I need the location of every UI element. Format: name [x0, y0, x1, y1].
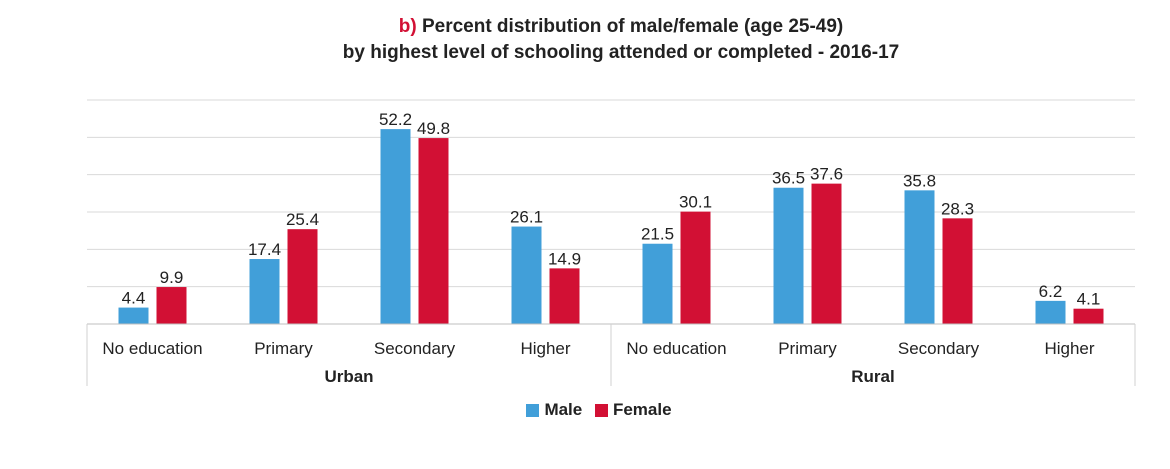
legend-item-male: Male	[526, 400, 582, 420]
bar-female	[418, 138, 449, 324]
bar-male	[511, 226, 542, 324]
data-label-female: 30.1	[679, 193, 712, 212]
bar-female	[680, 211, 711, 324]
bar-female	[811, 183, 842, 324]
value-labels: 4.4 17.4 52.2 26.1 21.5 36.5 35.8 6.2 9.9 25.4 49.…	[122, 110, 1101, 309]
category-label: No education	[102, 339, 202, 358]
legend: Male Female	[0, 400, 1170, 422]
bar-female	[287, 229, 318, 324]
bars	[118, 129, 1104, 324]
category-label: Primary	[254, 339, 313, 358]
data-label-male: 4.4	[122, 289, 146, 308]
bar-female	[1073, 308, 1104, 324]
data-label-female: 14.9	[548, 249, 581, 268]
category-label: Primary	[778, 339, 837, 358]
data-label-female: 25.4	[286, 210, 319, 229]
data-label-female: 4.1	[1077, 290, 1101, 309]
category-label: Secondary	[374, 339, 456, 358]
bar-male	[904, 190, 935, 324]
bar-male	[118, 307, 149, 324]
category-axis: No education Primary Secondary Higher No edu…	[86, 323, 1136, 386]
category-label: Higher	[1044, 339, 1094, 358]
title-line-2: by highest level of schooling attended o…	[342, 42, 900, 63]
bar-male	[642, 243, 673, 324]
data-label-male: 6.2	[1039, 282, 1063, 301]
legend-label-male: Male	[544, 400, 583, 419]
title-line-1: b) Percent distribution of male/female (…	[0, 14, 1170, 40]
category-label: No education	[626, 339, 726, 358]
group-label-urban: Urban	[324, 367, 373, 386]
title-prefix: b)	[398, 16, 417, 37]
data-label-female: 49.8	[417, 119, 450, 138]
bar-male	[773, 187, 804, 324]
legend-label-female: Female	[612, 400, 672, 419]
data-label-male: 17.4	[248, 240, 281, 259]
bar-male	[380, 129, 411, 324]
chart-title: b) Percent distribution of male/female (…	[0, 14, 1170, 66]
bar-female	[156, 287, 187, 324]
bar-male	[1035, 300, 1066, 324]
legend-item-female: Female	[594, 400, 672, 420]
data-label-male: 36.5	[772, 169, 805, 188]
gridlines	[87, 99, 1135, 288]
title-text-1: Percent distribution of male/female (age…	[421, 16, 844, 37]
data-label-male: 52.2	[379, 110, 412, 129]
legend-swatch-female	[594, 403, 608, 417]
group-label-rural: Rural	[851, 367, 894, 386]
bar-male	[249, 259, 280, 324]
data-label-female: 9.9	[160, 268, 184, 287]
data-label-male: 21.5	[641, 225, 674, 244]
legend-swatch-male	[526, 403, 540, 417]
data-label-female: 37.6	[810, 165, 843, 184]
data-label-male: 26.1	[510, 208, 543, 227]
data-label-male: 35.8	[903, 171, 936, 190]
bar-female	[942, 218, 973, 324]
data-label-female: 28.3	[941, 199, 974, 218]
category-label: Secondary	[898, 339, 980, 358]
bar-female	[549, 268, 580, 324]
category-label: Higher	[520, 339, 570, 358]
